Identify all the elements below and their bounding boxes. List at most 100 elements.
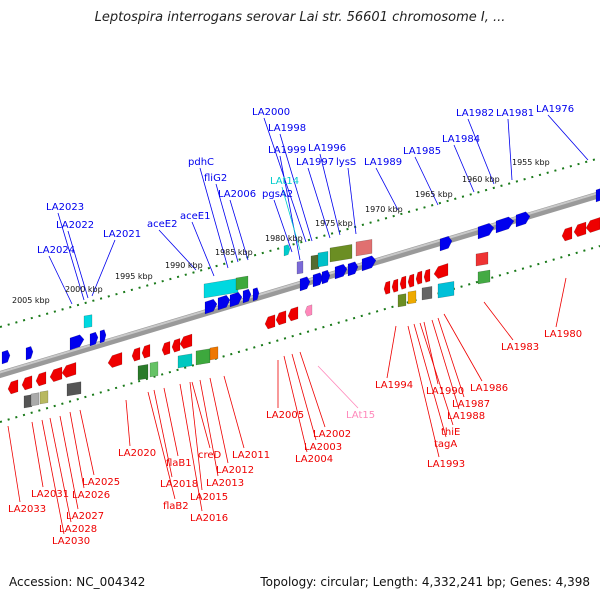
gene-label-flig2: fliG2 [204,173,227,184]
forward-gene-arrow [89,331,99,347]
leader-la1989 [375,167,399,211]
feature-block [310,254,320,271]
reverse-gene-arrow [49,366,63,383]
leader-la1986 [443,313,483,382]
ruler-tick-1970-kbp: 1970 kbp [365,205,403,214]
feature-block [437,281,455,299]
genome-summary-text: Topology: circular; Length: 4,332,241 bp… [260,575,590,589]
reverse-gene-arrow [61,362,77,378]
leader-la1999 [279,155,301,261]
forward-gene-arrow [515,211,531,228]
feature-block [83,314,93,329]
gene-label-la2018: LA2018 [160,479,198,490]
forward-gene-arrow [252,287,260,302]
feature-block [317,251,329,268]
gene-label-thie: thiE [441,427,460,438]
feature-block [355,239,373,257]
leader-la1990 [423,321,439,385]
reverse-gene-arrow [35,371,47,387]
feature-block [177,353,193,369]
leader-taga [413,323,447,438]
feature-block [23,394,33,409]
reverse-gene-arrow [423,268,431,283]
leader-la2003 [291,353,317,441]
reverse-gene-arrow [585,217,600,233]
leader-la2013 [199,379,219,477]
leader-la2015 [189,381,203,491]
leader-la2011 [223,375,245,449]
gene-label-la1981: LA1981 [496,108,534,119]
gene-label-la2022: LA2022 [56,220,94,231]
feature-block [475,251,489,267]
leader-la1984 [453,144,475,193]
leader-acee2 [158,229,197,271]
gene-label-la2004: LA2004 [295,454,333,465]
reverse-gene-arrow [383,280,391,295]
ruler-tick-2000-kbp: 2000 kbp [65,285,103,294]
leader-la2023 [57,212,85,301]
leader-flab1 [163,387,179,457]
feature-block [195,348,211,366]
forward-gene-arrow [69,334,85,351]
leader-la1981 [507,118,513,181]
leader-cred [191,381,211,449]
gene-label-la1997: LA1997 [296,157,334,168]
gene-label-lat14: LAt14 [270,176,299,187]
gene-label-la1986: LA1986 [470,383,508,394]
leader-la1996 [319,153,341,236]
ruler-tick-1995-kbp: 1995 kbp [115,272,153,281]
leader-la2018 [153,389,173,478]
gene-labels: LA2000 LA1998 LA1999 LA1996 LA1997 lysS LA1989… [8,104,582,547]
gene-label-la1996: LA1996 [308,143,346,154]
forward-gene-arrow [439,235,453,252]
leader-la2024 [48,255,73,305]
feature-block [209,346,219,361]
gene-label-la2000: LA2000 [252,107,290,118]
reverse-gene-arrow [171,338,181,353]
label-leaders [7,114,589,535]
leader-la2012 [209,377,229,464]
forward-gene-arrow [334,263,348,280]
gene-label-la2023: LA2023 [46,202,84,213]
leader-la1985 [414,156,439,206]
reverse-gene-arrow [573,221,587,238]
feature-block [296,260,304,275]
gene-label-la2005: LA2005 [266,410,304,421]
leader-la2026 [69,411,85,489]
leader-la1988 [431,319,460,410]
leader-flab2 [147,391,176,500]
gene-label-la2033: LA2033 [8,504,46,515]
leader-la2030 [41,419,65,535]
leader-la2006 [229,199,249,261]
reverse-gene-arrow [391,278,399,293]
forward-gene-arrow [477,223,495,240]
leader-la1980 [555,277,567,328]
reverse-gene-arrow [7,379,19,395]
trna-reverse-marker [304,304,313,317]
feature-block [477,269,491,285]
leader-la2016 [179,383,203,512]
reverse-gene-arrow [287,306,299,322]
gene-label-taga: tagA [434,439,457,450]
reverse-gene-arrow [399,275,407,290]
leader-la1997 [307,167,331,239]
reverse-gene-arrow [561,226,573,242]
gene-label-la2031: LA2031 [31,489,69,500]
forward-gene-arrow [495,216,515,234]
leader-lyss [347,167,357,235]
ruler-tick-1980-kbp: 1980 kbp [265,234,303,243]
gene-label-la1989: LA1989 [364,157,402,168]
leader-la2022 [67,230,89,299]
gene-label-la2003: LA2003 [304,442,342,453]
reverse-gene-arrow [407,273,415,288]
feature-blocks [23,239,491,409]
feature-block [66,381,82,397]
ruler-tick-labels: 1955 kbp 1960 kbp 1965 kbp 1970 kbp 1975 kbp… [12,158,550,305]
gene-label-la1993: LA1993 [427,459,465,470]
gene-label-la1988: LA1988 [447,411,485,422]
leader-la2021 [91,239,116,297]
inner-ruler-line [0,245,600,423]
ruler-tick-1990-kbp: 1990 kbp [165,261,203,270]
